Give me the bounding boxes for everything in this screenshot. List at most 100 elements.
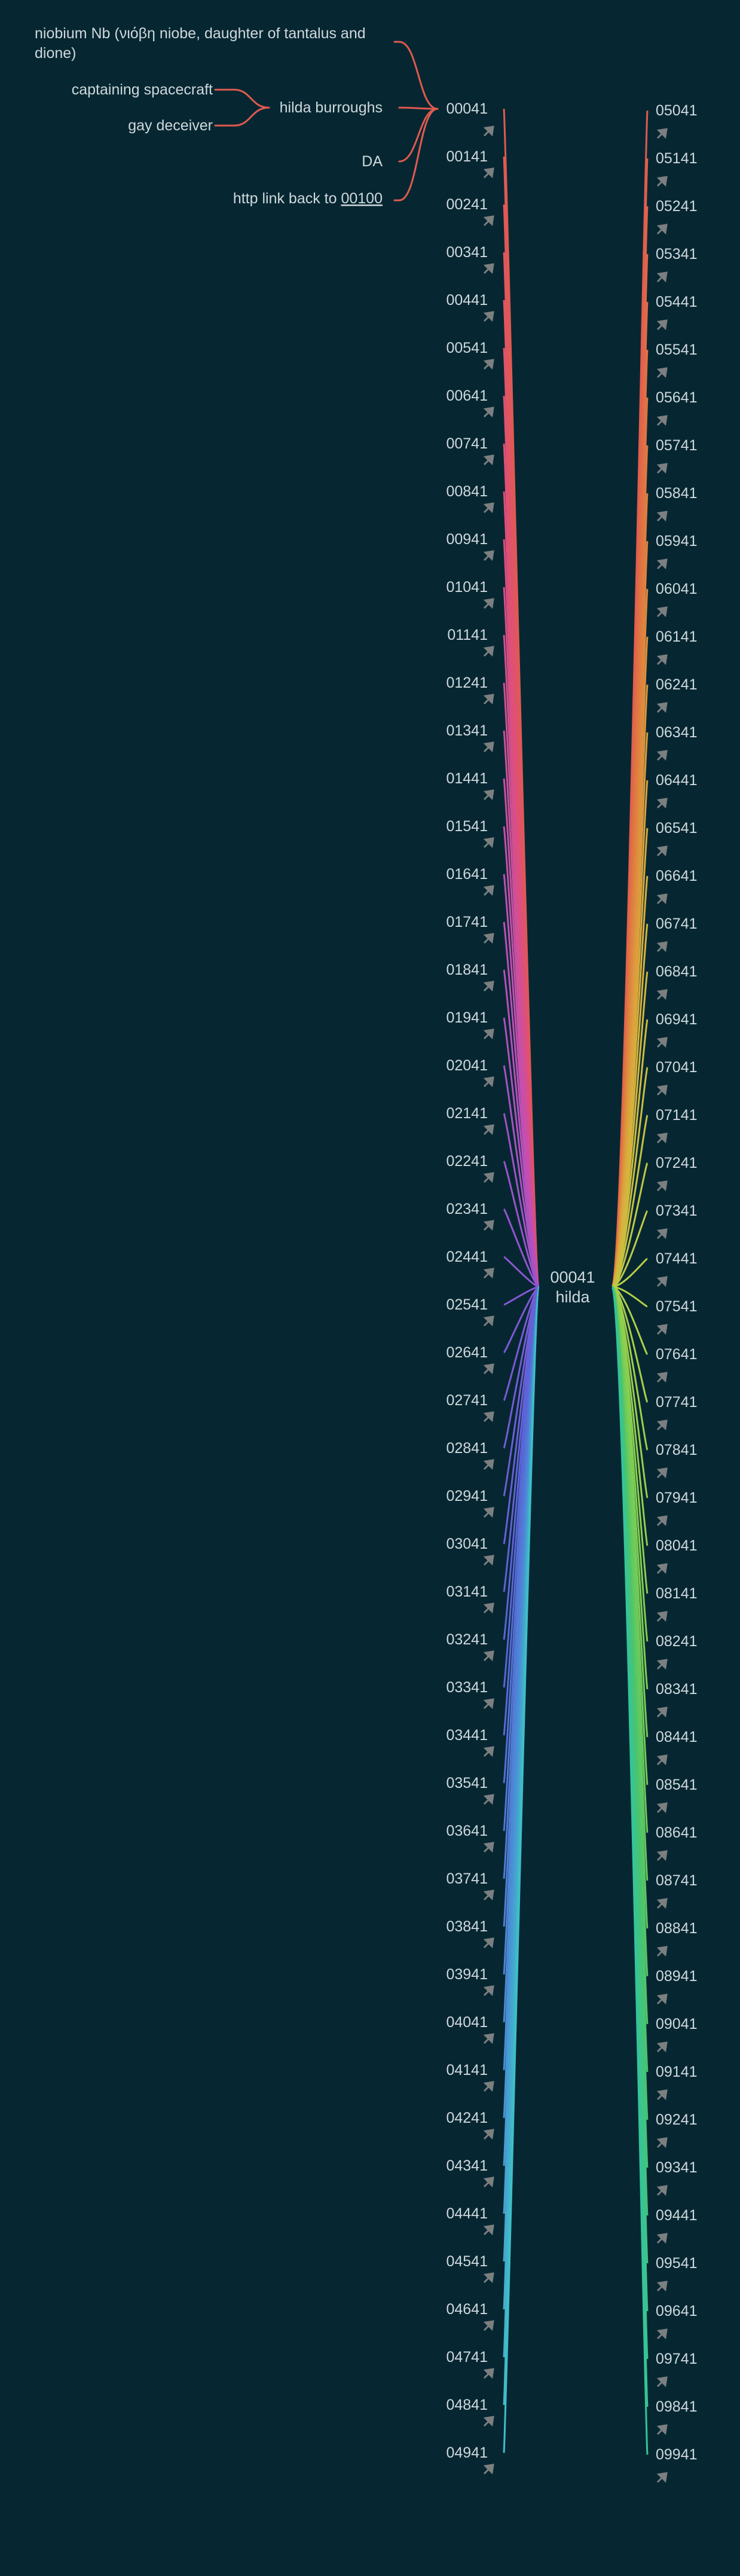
left-node-label[interactable]: 02941 [446, 1488, 488, 1504]
arrow-icon[interactable] [656, 2185, 668, 2196]
left-node-label[interactable]: 02541 [446, 1296, 488, 1313]
right-node-label[interactable]: 07941 [656, 1490, 698, 1506]
right-node-label[interactable]: 05341 [656, 246, 698, 263]
arrow-icon[interactable] [656, 128, 668, 139]
arrow-icon[interactable] [483, 1842, 494, 1853]
arrow-icon[interactable] [656, 1994, 668, 2005]
left-node-label[interactable]: 04641 [446, 2301, 488, 2318]
arrow-icon[interactable] [483, 885, 494, 896]
right-node-label[interactable]: 05741 [656, 437, 698, 454]
arrow-icon[interactable] [656, 2328, 668, 2340]
arrow-icon[interactable] [656, 1133, 668, 1144]
arrow-icon[interactable] [483, 1172, 494, 1183]
left-node-label[interactable]: 00841 [446, 483, 488, 500]
arrow-icon[interactable] [656, 1515, 668, 1527]
arrow-icon[interactable] [483, 2320, 494, 2331]
right-node-label[interactable]: 06441 [656, 772, 698, 789]
arrow-icon[interactable] [483, 1794, 494, 1805]
arrow-icon[interactable] [656, 367, 668, 379]
arrow-icon[interactable] [656, 2472, 668, 2483]
right-node-label[interactable]: 07441 [656, 1250, 698, 1267]
left-node-label[interactable]: 01741 [446, 914, 488, 930]
right-node-label[interactable]: 05241 [656, 198, 698, 215]
left-node-label[interactable]: 04941 [446, 2444, 488, 2461]
arrow-icon[interactable] [483, 1890, 494, 1901]
arrow-icon[interactable] [656, 271, 668, 283]
arrow-icon[interactable] [656, 846, 668, 857]
arrow-icon[interactable] [656, 1754, 668, 1766]
right-node-label[interactable]: 08041 [656, 1537, 698, 1554]
right-node-label[interactable]: 07341 [656, 1202, 698, 1219]
right-node-label[interactable]: 09841 [656, 2398, 698, 2415]
right-node-label[interactable]: 06141 [656, 628, 698, 645]
right-node-label[interactable]: 09441 [656, 2207, 698, 2224]
right-node-label[interactable]: 09341 [656, 2159, 698, 2176]
right-node-label[interactable]: 06341 [656, 724, 698, 741]
left-node-label[interactable]: 02841 [446, 1440, 488, 1457]
arrow-icon[interactable] [483, 263, 494, 274]
left-node-label[interactable]: 00641 [446, 387, 488, 404]
arrow-icon[interactable] [483, 1507, 494, 1518]
left-node-label[interactable]: 03641 [446, 1823, 488, 1839]
arrow-icon[interactable] [656, 463, 668, 474]
left-node-label[interactable]: 03741 [446, 1870, 488, 1887]
arrow-icon[interactable] [656, 2089, 668, 2101]
left-node-label[interactable]: 03541 [446, 1775, 488, 1791]
arrow-icon[interactable] [656, 2233, 668, 2244]
left-node-label[interactable]: 03341 [446, 1679, 488, 1696]
left-node-label[interactable]: 01841 [446, 962, 488, 978]
right-node-label[interactable]: 05441 [656, 294, 698, 310]
left-node-label[interactable]: 02741 [446, 1392, 488, 1409]
arrow-icon[interactable] [483, 1746, 494, 1757]
arrow-icon[interactable] [656, 750, 668, 761]
right-node-label[interactable]: 06541 [656, 820, 698, 837]
left-node-label[interactable]: 00041 [446, 100, 488, 117]
arrow-icon[interactable] [656, 989, 668, 1000]
right-node-label[interactable]: 06041 [656, 581, 698, 597]
left-node-label[interactable]: 02141 [446, 1105, 488, 1122]
center-node-id[interactable]: 00041 [550, 1268, 595, 1286]
left-node-label[interactable]: 03941 [446, 1966, 488, 1983]
right-node-label[interactable]: 09741 [656, 2351, 698, 2367]
arrow-icon[interactable] [656, 511, 668, 522]
right-node-label[interactable]: 06241 [656, 676, 698, 693]
arrow-icon[interactable] [483, 1124, 494, 1136]
arrow-icon[interactable] [656, 2424, 668, 2435]
arrow-icon[interactable] [483, 2416, 494, 2427]
arrow-icon[interactable] [656, 1276, 668, 1287]
right-node-label[interactable]: 05141 [656, 150, 698, 167]
left-node-label[interactable]: 03141 [446, 1583, 488, 1600]
left-node-label[interactable]: 02041 [446, 1057, 488, 1074]
right-node-label[interactable]: 06841 [656, 963, 698, 980]
right-node-label[interactable]: 08341 [656, 1681, 698, 1698]
arrow-icon[interactable] [656, 893, 668, 905]
arrow-icon[interactable] [656, 1946, 668, 1957]
arrow-icon[interactable] [483, 1650, 494, 1662]
right-node-label[interactable]: 09541 [656, 2255, 698, 2272]
arrow-icon[interactable] [483, 2272, 494, 2284]
arrow-icon[interactable] [483, 2129, 494, 2140]
right-node-label[interactable]: 07541 [656, 1298, 698, 1315]
arrow-icon[interactable] [483, 1363, 494, 1375]
right-node-label[interactable]: 08941 [656, 1968, 698, 1985]
arrow-icon[interactable] [483, 1603, 494, 1614]
left-node-label[interactable]: 01441 [446, 770, 488, 787]
left-node-label[interactable]: 02641 [446, 1344, 488, 1361]
right-node-label[interactable]: 05641 [656, 389, 698, 406]
arrow-icon[interactable] [483, 1555, 494, 1566]
left-node-label[interactable]: 01541 [446, 818, 488, 835]
arrow-icon[interactable] [483, 789, 494, 801]
arrow-icon[interactable] [483, 837, 494, 849]
left-node-label[interactable]: 04541 [446, 2253, 488, 2270]
arrow-icon[interactable] [656, 1324, 668, 1335]
right-node-label[interactable]: 05541 [656, 341, 698, 358]
right-node-label[interactable]: 06741 [656, 915, 698, 932]
arrow-icon[interactable] [656, 1707, 668, 1718]
left-node-label[interactable]: 03841 [446, 1918, 488, 1935]
arrow-icon[interactable] [483, 502, 494, 514]
arrow-icon[interactable] [483, 1220, 494, 1231]
left-node-label[interactable]: 01341 [446, 722, 488, 739]
right-node-label[interactable]: 08641 [656, 1824, 698, 1841]
left-node-label[interactable]: 02241 [446, 1153, 488, 1170]
right-node-label[interactable]: 05841 [656, 485, 698, 502]
